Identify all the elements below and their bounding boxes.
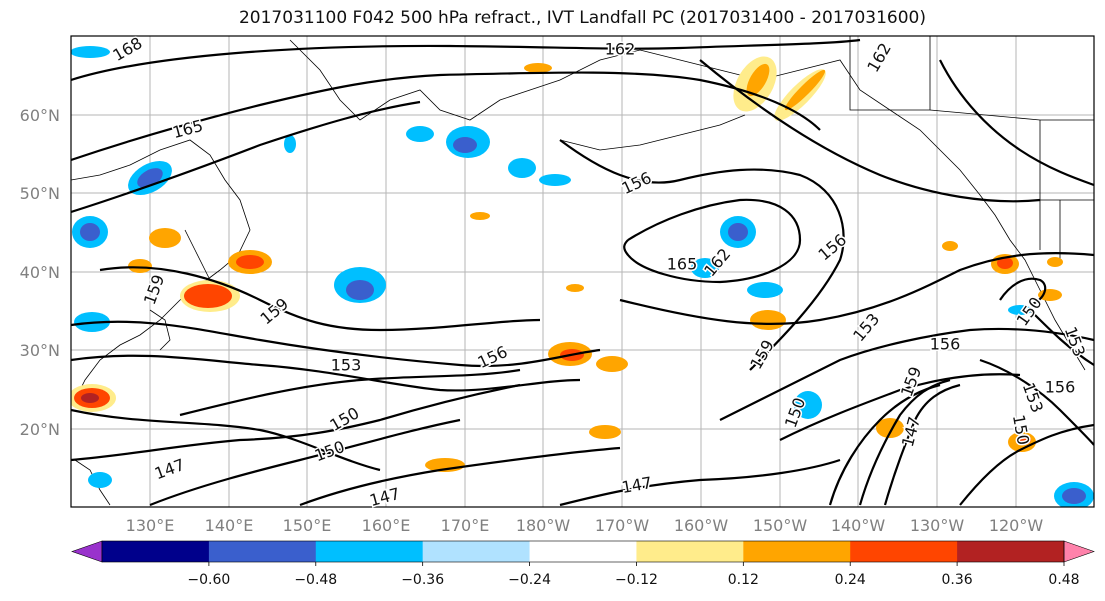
colorbar-tick-label: 0.36 — [942, 572, 973, 588]
longitude-label: 140°E — [205, 516, 254, 535]
map-title: 2017031100 F042 500 hPa refract., IVT La… — [238, 8, 926, 28]
longitude-label: 150°E — [283, 516, 332, 535]
colorbar-segment — [850, 541, 958, 562]
colorbar-segment — [208, 541, 317, 562]
longitude-label: 130°E — [126, 516, 175, 535]
longitude-label: 170°W — [595, 516, 650, 535]
shaded-field — [71, 46, 1094, 507]
height-contours — [71, 38, 1094, 507]
colorbar-tick-label: −0.60 — [187, 572, 230, 588]
colorbar-segment — [636, 541, 744, 562]
latitude-label: 50°N — [20, 184, 60, 203]
colorbar: −0.60 −0.48 −0.36 −0.24 −0.12 0.12 0.24 0.36 0.4… — [71, 540, 1095, 588]
contour-label: 162 — [605, 40, 636, 59]
colorbar-segment — [102, 541, 210, 562]
latitude-labels: 60°N 50°N 40°N 30°N 20°N — [20, 106, 60, 439]
colorbar-extend-high — [1063, 540, 1095, 563]
boundaries — [849, 36, 1094, 260]
colorbar-segment — [957, 541, 1065, 562]
graticule — [71, 36, 1094, 507]
colorbar-segment — [529, 541, 637, 562]
latitude-label: 30°N — [20, 341, 60, 360]
longitude-label: 170°E — [441, 516, 490, 535]
colorbar-segment — [315, 541, 424, 562]
longitude-label: 150°W — [753, 516, 808, 535]
longitude-label: 160°W — [674, 516, 729, 535]
colorbar-tick-label: −0.12 — [615, 572, 658, 588]
map-frame — [70, 35, 1095, 508]
contour-label: 165 — [667, 255, 698, 274]
longitude-label: 120°W — [989, 516, 1044, 535]
longitude-label: 140°W — [831, 516, 886, 535]
latitude-label: 40°N — [20, 263, 60, 282]
latitude-label: 60°N — [20, 106, 60, 125]
longitude-labels: 130°E 140°E 150°E 160°E 170°E 180°W 170°W 160°W… — [126, 516, 1044, 535]
longitude-label: 160°E — [362, 516, 411, 535]
colorbar-tick-label: 0.12 — [728, 572, 759, 588]
longitude-label: 130°W — [910, 516, 965, 535]
longitude-label: 180°W — [516, 516, 571, 535]
colorbar-tick-label: 0.24 — [835, 572, 866, 588]
colorbar-tick-label: −0.24 — [508, 572, 551, 588]
contour-label: 153 — [331, 356, 362, 375]
latitude-label: 20°N — [20, 420, 60, 439]
contour-label: 156 — [930, 335, 961, 354]
colorbar-extend-low — [71, 540, 103, 563]
colorbar-tick-label: 0.48 — [1048, 572, 1079, 588]
colorbar-tick-label: −0.36 — [401, 572, 444, 588]
colorbar-tick-label: −0.48 — [294, 572, 337, 588]
colorbar-segment — [743, 541, 851, 562]
colorbar-segment — [422, 541, 531, 562]
contour-label: 156 — [1045, 378, 1076, 397]
